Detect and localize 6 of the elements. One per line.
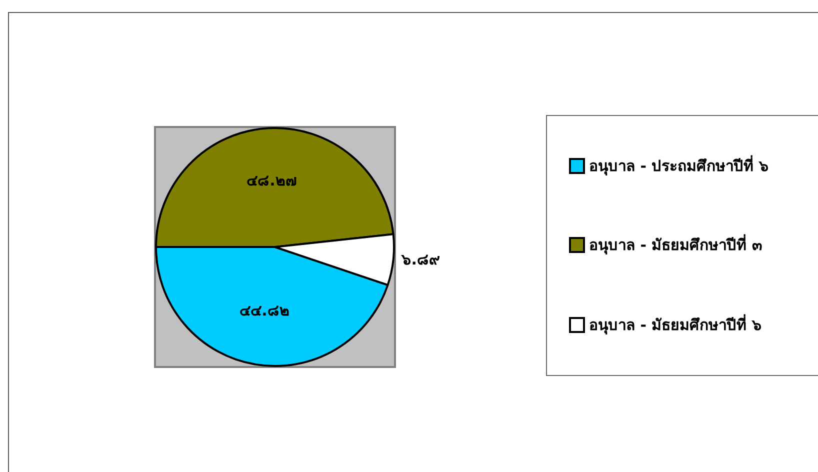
legend-label: อนุบาล - มัธยมศึกษาปีที่ ๖ <box>589 313 762 336</box>
data-label: ๖.๘๙ <box>400 250 440 269</box>
legend-label: อนุบาล - มัธยมศึกษาปีที่ ๓ <box>589 233 762 256</box>
legend-label: อนุบาล - ประถมศึกษาปีที่ ๖ <box>589 154 769 178</box>
data-label: ๔๔.๘๒ <box>240 301 290 320</box>
data-label: ๔๘.๒๗ <box>246 172 296 190</box>
